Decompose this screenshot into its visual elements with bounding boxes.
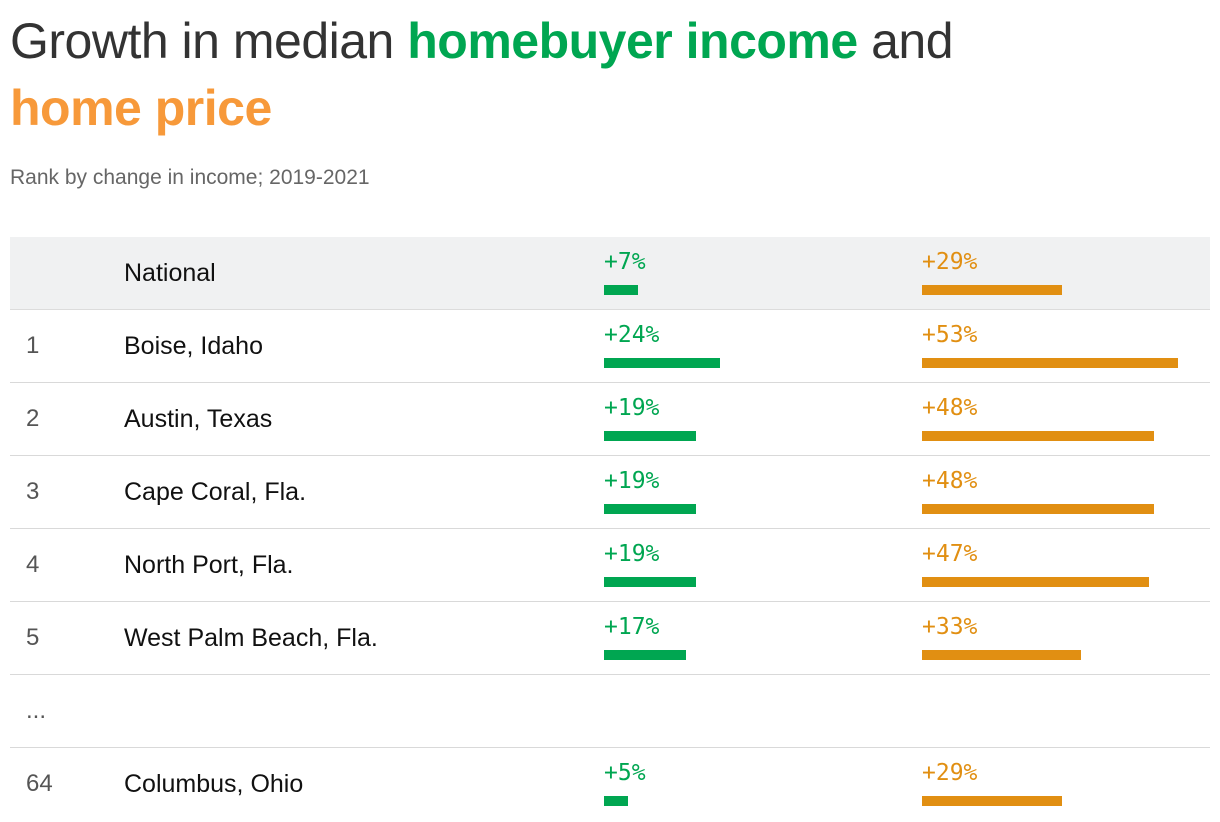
rank-cell: 5 bbox=[26, 624, 40, 651]
rank-cell: 3 bbox=[26, 478, 40, 505]
title-part1: Growth in median bbox=[10, 13, 408, 69]
title-price-phrase: home price bbox=[10, 80, 272, 136]
metro-name: West Palm Beach, Fla. bbox=[124, 624, 378, 652]
price-change-label: +47% bbox=[922, 541, 978, 567]
income-change-label: +19% bbox=[604, 395, 660, 421]
national-row: National +7% +29% bbox=[10, 237, 1210, 310]
income-change-label: +24% bbox=[604, 322, 660, 348]
table-row: 2 Austin, Texas +19% +48% bbox=[10, 383, 1210, 456]
price-bar bbox=[922, 285, 1062, 295]
title-part2: and bbox=[857, 13, 954, 69]
price-change-label: +33% bbox=[922, 614, 978, 640]
ranking-table: National +7% +29% 1 Boise, Idaho +24% +53% 2 Aus… bbox=[10, 237, 1210, 820]
table-row: 64 Columbus, Ohio +5% +29% bbox=[10, 748, 1210, 820]
income-bar bbox=[604, 431, 696, 441]
rank-cell: 2 bbox=[26, 405, 40, 432]
metro-name: Boise, Idaho bbox=[124, 332, 263, 360]
price-change-label: +53% bbox=[922, 322, 978, 348]
price-bar bbox=[922, 504, 1154, 514]
price-bar bbox=[922, 650, 1081, 660]
income-bar bbox=[604, 577, 696, 587]
chart-title: Growth in median homebuyer income and hom… bbox=[10, 8, 1210, 142]
metro-name: Austin, Texas bbox=[124, 405, 273, 433]
income-change-label: +5% bbox=[604, 760, 646, 786]
table-row: 4 North Port, Fla. +19% +47% bbox=[10, 529, 1210, 602]
title-income-phrase: homebuyer income bbox=[407, 13, 858, 69]
rank-cell: 64 bbox=[26, 770, 53, 797]
rank-cell: 4 bbox=[26, 551, 40, 578]
table-row: 1 Boise, Idaho +24% +53% bbox=[10, 310, 1210, 383]
income-bar bbox=[604, 796, 628, 806]
price-bar bbox=[922, 358, 1178, 368]
price-bar bbox=[922, 796, 1062, 806]
price-change-label: +29% bbox=[922, 760, 978, 786]
price-change-label: +48% bbox=[922, 468, 978, 494]
metro-name: Columbus, Ohio bbox=[124, 770, 304, 798]
income-bar bbox=[604, 358, 720, 368]
metro-name: North Port, Fla. bbox=[124, 551, 294, 579]
income-bar bbox=[604, 285, 638, 295]
rank-cell: 1 bbox=[26, 332, 40, 359]
price-bar bbox=[922, 431, 1154, 441]
table-row: 3 Cape Coral, Fla. +19% +48% bbox=[10, 456, 1210, 529]
chart-subtitle: Rank by change in income; 2019-2021 bbox=[10, 166, 370, 189]
metro-name: National bbox=[124, 259, 216, 287]
ellipsis-row: ... bbox=[10, 675, 1210, 748]
price-bar bbox=[922, 577, 1149, 587]
income-change-label: +19% bbox=[604, 468, 660, 494]
table-row: 5 West Palm Beach, Fla. +17% +33% bbox=[10, 602, 1210, 675]
price-change-label: +48% bbox=[922, 395, 978, 421]
income-bar bbox=[604, 650, 686, 660]
income-change-label: +7% bbox=[604, 249, 646, 275]
metro-name: Cape Coral, Fla. bbox=[124, 478, 307, 506]
income-bar bbox=[604, 504, 696, 514]
income-change-label: +17% bbox=[604, 614, 660, 640]
rank-cell: ... bbox=[26, 697, 47, 724]
income-change-label: +19% bbox=[604, 541, 660, 567]
price-change-label: +29% bbox=[922, 249, 978, 275]
